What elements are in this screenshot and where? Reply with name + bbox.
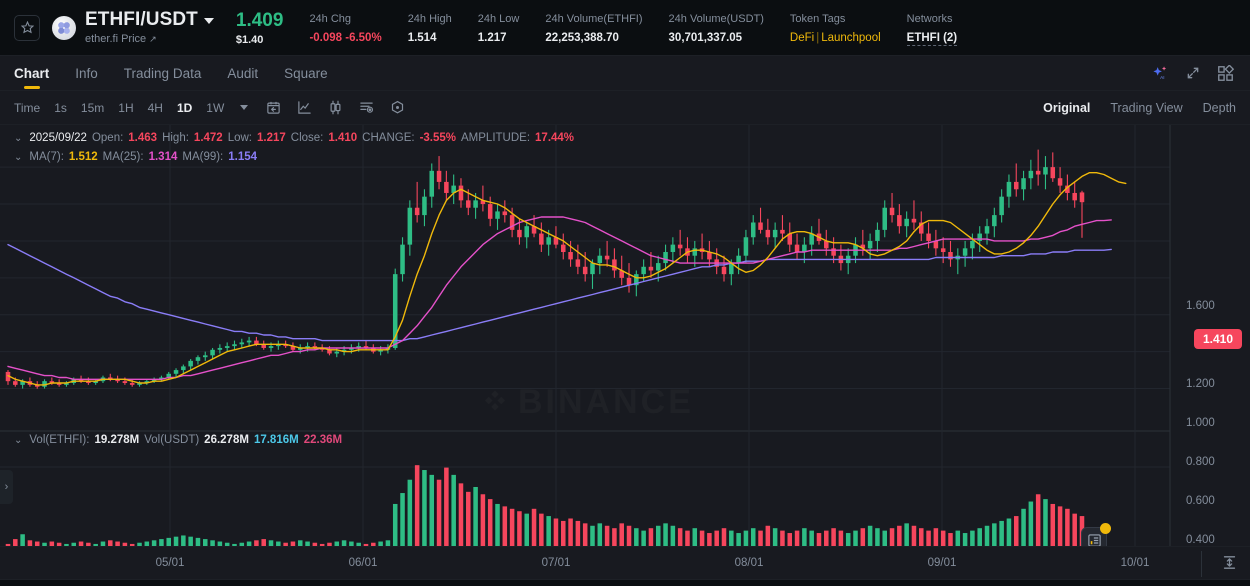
floating-widget-button[interactable] bbox=[1081, 523, 1111, 546]
chart-widget-icon bbox=[1087, 533, 1101, 546]
main-tabbar: Chart Info Trading Data Audit Square AI bbox=[0, 56, 1250, 90]
mode-original[interactable]: Original bbox=[1043, 100, 1091, 115]
ai-sparkle-icon[interactable]: AI bbox=[1152, 65, 1169, 82]
tab-chart[interactable]: Chart bbox=[14, 56, 49, 90]
external-link-icon: ↗ bbox=[149, 33, 157, 44]
stat-label: 24h Chg bbox=[309, 12, 352, 25]
tab-square[interactable]: Square bbox=[284, 65, 328, 81]
timeframe-1d[interactable]: 1D bbox=[176, 100, 193, 115]
stat-value: 1.217 bbox=[477, 31, 507, 44]
tab-audit[interactable]: Audit bbox=[227, 65, 259, 81]
pair-subtitle-label: ether.fi Price bbox=[85, 33, 147, 45]
stat-value: -0.098 -6.50% bbox=[309, 31, 382, 44]
star-icon bbox=[20, 21, 34, 34]
mode-trading-view[interactable]: Trading View bbox=[1110, 100, 1183, 115]
mode-depth[interactable]: Depth bbox=[1202, 100, 1236, 115]
networks: Networks ETHFI (2) bbox=[906, 12, 958, 46]
token-tag-launchpool[interactable]: Launchpool bbox=[821, 31, 881, 44]
chevron-right-icon: › bbox=[4, 481, 9, 493]
chevron-down-icon[interactable] bbox=[203, 18, 214, 24]
chart-area[interactable]: BINANCE ⌄ 2025/09/22 Open: 1.463 High: 1… bbox=[0, 125, 1250, 546]
volume-bars bbox=[5, 465, 1085, 546]
footer-strip bbox=[0, 580, 1250, 586]
price-candles bbox=[5, 149, 1085, 389]
tab-trading-data[interactable]: Trading Data bbox=[123, 65, 202, 81]
notification-dot bbox=[1100, 523, 1111, 534]
x-label: 05/01 bbox=[155, 557, 185, 569]
stat-label: 24h Low bbox=[477, 12, 520, 25]
settings-target-icon[interactable] bbox=[390, 100, 405, 115]
svg-text:AI: AI bbox=[1160, 75, 1164, 80]
time-axis[interactable]: 05/01 06/01 07/01 08/01 09/01 10/01 bbox=[0, 546, 1250, 580]
stat-24h-volume-quote: 24h Volume(USDT) 30,701,337.05 bbox=[669, 12, 764, 44]
stat-value: 22,253,388.70 bbox=[545, 31, 619, 44]
chevron-down-icon[interactable]: ⌄ bbox=[14, 152, 23, 163]
x-label: 10/01 bbox=[1120, 557, 1150, 569]
tabbar-divider bbox=[0, 90, 1250, 91]
tabbar-actions: AI bbox=[1152, 64, 1236, 82]
pair-subtitle[interactable]: ether.fi Price ↗ bbox=[85, 33, 214, 45]
stat-24h-change: 24h Chg -0.098 -6.50% bbox=[309, 12, 381, 44]
moving-average-lines bbox=[7, 172, 1127, 386]
time-label: Time bbox=[14, 100, 41, 115]
timeframe-group: Time 1s 15m 1H 4H 1D 1W bbox=[14, 100, 249, 116]
line-chart-icon[interactable] bbox=[297, 100, 312, 115]
pair-block: ETHFI/USDT ether.fi Price ↗ bbox=[85, 10, 214, 45]
timeframe-4h[interactable]: 4H bbox=[147, 100, 163, 115]
current-price-tag: 1.410 bbox=[1193, 329, 1242, 349]
timeframe-15m[interactable]: 15m bbox=[80, 100, 105, 115]
chart-mode-group: Original Trading View Depth bbox=[1043, 101, 1236, 115]
chart-toolbar: Time 1s 15m 1H 4H 1D 1W bbox=[0, 91, 1250, 125]
token-tags-values: DeFi | Launchpool bbox=[789, 31, 881, 44]
stat-label: 24h Volume(USDT) bbox=[668, 12, 764, 25]
expand-diagonal-icon[interactable] bbox=[1185, 65, 1201, 81]
candlestick-icon[interactable] bbox=[328, 100, 343, 115]
chart-tool-icons bbox=[266, 100, 405, 115]
calendar-icon[interactable] bbox=[266, 100, 281, 115]
stat-label: 24h Volume(ETHFI) bbox=[545, 12, 643, 25]
chevron-down-icon[interactable] bbox=[240, 105, 249, 110]
timeframe-1h[interactable]: 1H bbox=[118, 100, 134, 115]
token-tag-defi[interactable]: DeFi bbox=[789, 31, 815, 44]
x-label: 07/01 bbox=[541, 557, 571, 569]
axis-divider bbox=[1201, 551, 1202, 577]
x-label: 06/01 bbox=[348, 557, 378, 569]
networks-value: ETHFI (2) bbox=[906, 31, 958, 46]
favorite-star-button[interactable] bbox=[14, 14, 40, 41]
networks-value-wrap[interactable]: ETHFI (2) bbox=[906, 31, 958, 46]
tab-info[interactable]: Info bbox=[75, 65, 98, 81]
coin-logo bbox=[52, 15, 76, 40]
layout-grid-icon[interactable] bbox=[1217, 64, 1234, 82]
stat-value: 30,701,337.05 bbox=[668, 31, 743, 44]
chevron-down-icon[interactable]: ⌄ bbox=[14, 435, 23, 446]
chart-gridlines bbox=[0, 125, 1171, 546]
stat-value: 1.514 bbox=[407, 31, 437, 44]
last-price-block: 1.409 $1.40 bbox=[236, 10, 284, 46]
timeframe-1w[interactable]: 1W bbox=[206, 100, 225, 115]
timeframe-1s[interactable]: 1s bbox=[54, 100, 67, 115]
stat-24h-high: 24h High 1.514 bbox=[408, 12, 452, 44]
x-label: 08/01 bbox=[734, 557, 764, 569]
stat-24h-low: 24h Low 1.217 bbox=[478, 12, 520, 44]
chevron-down-icon[interactable]: ⌄ bbox=[14, 133, 23, 144]
stat-label: 24h High bbox=[407, 12, 452, 25]
token-tags: Token Tags DeFi | Launchpool bbox=[790, 12, 881, 44]
pair-name[interactable]: ETHFI/USDT bbox=[85, 9, 198, 30]
market-header: ETHFI/USDT ether.fi Price ↗ 1.409 $1.40 … bbox=[0, 0, 1250, 56]
vertical-scale-icon[interactable] bbox=[1221, 554, 1238, 576]
stat-24h-volume-base: 24h Volume(ETHFI) 22,253,388.70 bbox=[545, 12, 642, 44]
networks-label: Networks bbox=[906, 12, 953, 25]
indicators-icon[interactable] bbox=[359, 100, 374, 115]
tab-list: Chart Info Trading Data Audit Square bbox=[14, 56, 328, 90]
chart-canvas[interactable] bbox=[0, 125, 1250, 546]
last-price: 1.409 bbox=[235, 9, 284, 31]
x-label: 09/01 bbox=[927, 557, 957, 569]
panel-expander-button[interactable]: › bbox=[0, 470, 13, 504]
last-price-usd: $1.40 bbox=[235, 33, 264, 46]
token-tags-label: Token Tags bbox=[789, 12, 846, 25]
